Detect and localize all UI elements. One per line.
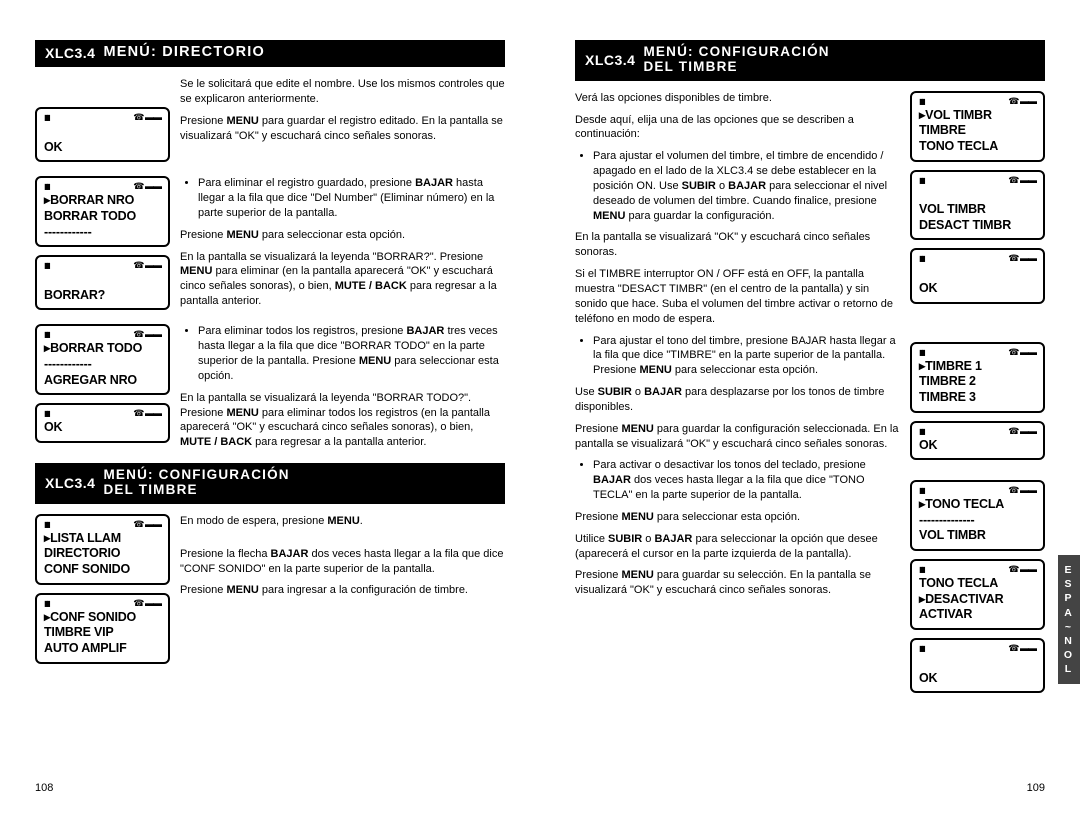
text: Utilice SUBIR o BAJAR para seleccionar l… [575, 532, 900, 562]
bullet: Para ajustar el tono del timbre, presion… [593, 334, 900, 379]
screen-ok-2: OK [35, 403, 170, 443]
text: Se le solicitará que edite el nombre. Us… [180, 77, 505, 107]
bullet: Para eliminar el registro guardado, pres… [198, 176, 505, 221]
text: Desde aquí, elija una de las opciones qu… [575, 113, 900, 143]
page-left: XLC3.4 MENÚ: DIRECTORIO OK Se le solicit… [0, 0, 540, 814]
screen-ok-1: OK [35, 107, 170, 162]
screen-conf-sonido: ▸CONF SONIDO TIMBRE VIP AUTO AMPLIF [35, 593, 170, 664]
screen-vol-timbr: ▸VOL TIMBR TIMBRE TONO TECLA [910, 91, 1045, 162]
text: En la pantalla se visualizará "OK" y esc… [575, 230, 900, 260]
text: Presione MENU para guardar la configurac… [575, 422, 900, 452]
screen-ok-5: OK [910, 638, 1045, 693]
text: Si el TIMBRE interruptor ON / OFF está e… [575, 267, 900, 326]
text: En modo de espera, presione MENU. [180, 514, 505, 529]
section-header-directorio: XLC3.4 MENÚ: DIRECTORIO [35, 40, 505, 67]
bullet: Para ajustar el volumen del timbre, el t… [593, 149, 900, 223]
section-code: XLC3.4 [45, 475, 95, 491]
screen-lista-llam: ▸LISTA LLAM DIRECTORIO CONF SONIDO [35, 514, 170, 585]
section-title: MENÚ: CONFIGURACIÓNDEL TIMBRE [643, 45, 829, 75]
text: Presione MENU para seleccionar esta opci… [180, 228, 505, 243]
section-code: XLC3.4 [585, 52, 635, 68]
text: Presione MENU para guardar el registro e… [180, 114, 505, 144]
section-title: MENÚ: CONFIGURACIÓNDEL TIMBRE [103, 468, 289, 498]
text: Use SUBIR o BAJAR para desplazarse por l… [575, 385, 900, 415]
text: Presione MENU para seleccionar esta opci… [575, 510, 900, 525]
screen-borrar-q: BORRAR? [35, 255, 170, 310]
screen-ok-4: OK [910, 421, 1045, 461]
bullet: Para eliminar todos los registros, presi… [198, 324, 505, 383]
text: Presione MENU para ingresar a la configu… [180, 583, 505, 598]
section-code: XLC3.4 [45, 45, 95, 61]
section-header-timbre-l: XLC3.4 MENÚ: CONFIGURACIÓNDEL TIMBRE [35, 463, 505, 504]
text: En la pantalla se visualizará la leyenda… [180, 391, 505, 450]
screen-tono-tecla: ▸TONO TECLA -------------- VOL TIMBR [910, 480, 1045, 551]
language-tab: ESPA~NOL [1058, 555, 1080, 684]
text: Presione MENU para guardar su selección.… [575, 568, 900, 598]
section-title: MENÚ: DIRECTORIO [103, 45, 265, 61]
screen-borrar-nro: ▸BORRAR NRO BORRAR TODO ------------ [35, 176, 170, 247]
screen-ok-3: OK [910, 248, 1045, 303]
screen-desact-timbr: VOL TIMBR DESACT TIMBR [910, 170, 1045, 241]
page-number: 109 [1027, 782, 1045, 794]
bullet: Para activar o desactivar los tonos del … [593, 458, 900, 503]
screen-borrar-todo: ▸BORRAR TODO ------------ AGREGAR NRO [35, 324, 170, 395]
section-header-timbre-r: XLC3.4 MENÚ: CONFIGURACIÓNDEL TIMBRE [575, 40, 1045, 81]
text: Presione la flecha BAJAR dos veces hasta… [180, 547, 505, 577]
page-right: XLC3.4 MENÚ: CONFIGURACIÓNDEL TIMBRE Ver… [540, 0, 1080, 814]
text: En la pantalla se visualizará la leyenda… [180, 250, 505, 309]
text: Verá las opciones disponibles de timbre. [575, 91, 900, 106]
screen-timbre-123: ▸TIMBRE 1 TIMBRE 2 TIMBRE 3 [910, 342, 1045, 413]
screen-activar: TONO TECLA ▸DESACTIVAR ACTIVAR [910, 559, 1045, 630]
page-number: 108 [35, 782, 53, 794]
